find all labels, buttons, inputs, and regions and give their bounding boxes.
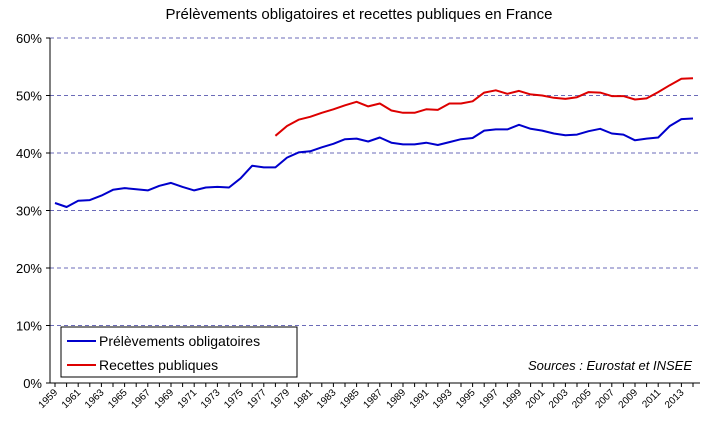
x-tick-label: 1997 [477,387,501,411]
x-tick-label: 1993 [431,387,455,411]
legend-label-recettes: Recettes publiques [99,357,218,373]
x-tick-label: 1975 [222,387,246,411]
x-tick-label: 1999 [501,387,525,411]
legend-box [60,326,298,378]
legend-label-prelevements: Prélèvements obligatoires [99,333,260,349]
x-tick-label: 1981 [292,387,316,411]
x-tick-label: 2009 [617,387,641,411]
chart-title: Prélèvements obligatoires et recettes pu… [166,6,553,23]
x-tick-label: 2003 [547,387,571,411]
x-tick-label: 2011 [640,387,663,410]
x-tick-label: 1987 [361,387,385,411]
x-tick-label: 1973 [199,387,223,411]
x-tick-label: 1967 [129,387,153,411]
x-tick-label: 1995 [454,387,478,411]
x-tick-label: 1989 [385,387,409,411]
x-tick-label: 2001 [524,387,548,411]
y-tick-label: 40% [16,146,42,161]
x-tick-label: 1963 [83,387,107,411]
x-tick-label: 1991 [408,387,432,411]
y-tick-label: 10% [16,319,42,334]
y-tick-label: 50% [16,89,42,104]
x-tick-label: 1965 [106,387,130,411]
y-tick-label: 20% [16,261,42,276]
grid-layer [50,37,700,326]
x-tick-label: 2013 [663,387,687,411]
series-line-recettes [274,77,694,137]
x-tick-label: 1985 [338,387,362,411]
source-annotation: Sources : Eurostat et INSEE [528,358,692,373]
x-tick-label: 1983 [315,387,339,411]
x-tick-label: 1971 [176,387,200,411]
x-tick-label: 1969 [153,387,177,411]
y-tick-label: 60% [16,31,42,46]
x-tick-label: 1979 [269,387,293,411]
x-tick-label: 2007 [593,387,617,411]
series-line-prelevements [54,117,694,208]
x-tick-label: 2005 [570,387,594,411]
y-tick-label: 30% [16,204,42,219]
legend: Prélèvements obligatoires Recettes publi… [60,326,298,378]
x-tick-label: 1961 [60,387,84,411]
x-tick-label: 1977 [245,387,269,411]
series-layer [54,77,694,208]
y-tick-label: 0% [23,376,42,391]
